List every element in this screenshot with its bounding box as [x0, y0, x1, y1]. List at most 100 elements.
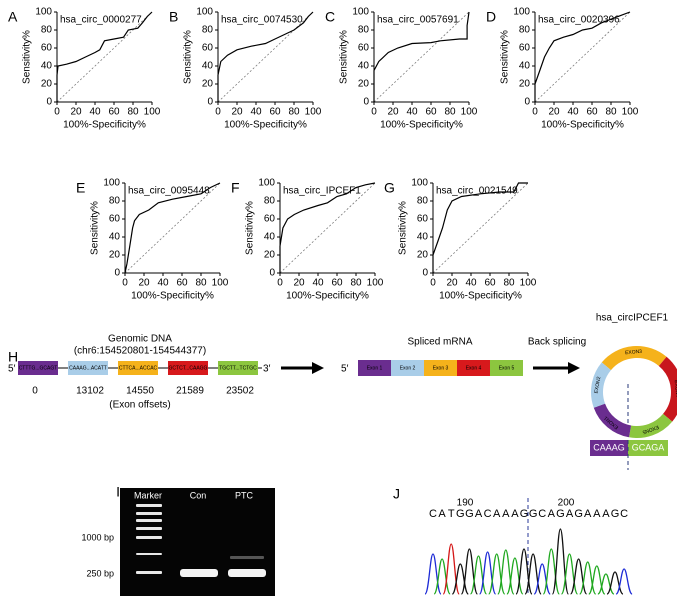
- chart-title: hsa_circ_0000277: [60, 15, 142, 26]
- y-tick-label: 100: [411, 178, 428, 189]
- x-tick-label: 60: [425, 107, 437, 118]
- x-tick-label: 40: [406, 107, 418, 118]
- trace-peak: [460, 548, 479, 595]
- trace-peak: [533, 563, 551, 595]
- band: [180, 569, 218, 577]
- y-axis-label: Sensitivity%: [22, 30, 33, 84]
- arrow-head: [568, 362, 580, 374]
- y-tick-label: 60: [202, 43, 214, 54]
- x-tick-label: 40: [157, 278, 169, 289]
- roc-curve: [534, 11, 631, 102]
- panel-label: B: [169, 9, 178, 25]
- trace-peak: [615, 568, 633, 595]
- junction-seq: GCAGA: [632, 442, 665, 452]
- base: C: [429, 508, 437, 520]
- y-tick-label: 20: [41, 79, 53, 90]
- ring-label: EXON5: [641, 424, 659, 436]
- x-tick-label: 20: [138, 278, 150, 289]
- base: A: [584, 508, 592, 520]
- x-tick-label: 80: [503, 278, 515, 289]
- diagonal: [534, 11, 631, 103]
- x-tick-label: 80: [288, 107, 300, 118]
- mrna-exon: [424, 360, 457, 376]
- lane-label: Con: [190, 490, 207, 500]
- size-label: 1000 bp: [81, 532, 114, 542]
- x-tick-label: 0: [371, 107, 377, 118]
- diagonal: [56, 11, 153, 103]
- trace-peak: [515, 548, 533, 595]
- y-tick-label: 80: [519, 25, 531, 36]
- trace-peak: [451, 563, 469, 595]
- y-axis-label: Sensitivity%: [245, 201, 256, 255]
- y-tick-label: 100: [258, 178, 275, 189]
- y-axis-label: Sensitivity%: [90, 201, 101, 255]
- position-label: 200: [558, 498, 575, 509]
- trace-peak: [588, 565, 606, 595]
- trace-peak: [424, 553, 442, 595]
- y-tick-label: 40: [358, 61, 370, 72]
- trace-peak: [497, 549, 515, 595]
- chart-title: hsa_circ_0095448: [128, 186, 210, 197]
- base: A: [566, 508, 574, 520]
- exon: [168, 361, 208, 375]
- y-axis-label: Sensitivity%: [398, 201, 409, 255]
- x-tick-label: 0: [430, 278, 436, 289]
- arrow-head: [312, 362, 324, 374]
- y-tick-label: 40: [202, 61, 214, 72]
- base: G: [574, 508, 583, 520]
- x-axis-label: 100%-Specificity%: [439, 291, 522, 302]
- ring-label: EXON3: [625, 349, 643, 356]
- mrna-exon-label: Exon 3: [433, 365, 449, 371]
- x-tick-label: 80: [444, 107, 456, 118]
- offset: 0: [32, 386, 38, 397]
- x-tick-label: 20: [293, 278, 305, 289]
- base: G: [465, 508, 474, 520]
- x-tick-label: 100: [305, 107, 322, 118]
- panel-label: H: [8, 349, 18, 365]
- y-tick-label: 40: [41, 61, 53, 72]
- y-tick-label: 60: [358, 43, 370, 54]
- x-tick-label: 100: [144, 107, 161, 118]
- y-tick-label: 20: [109, 250, 121, 261]
- trace-peak: [606, 571, 624, 595]
- y-tick-label: 40: [109, 232, 121, 243]
- base: A: [475, 508, 483, 520]
- panel-label: E: [76, 180, 85, 196]
- trace-peak: [524, 553, 542, 595]
- x-axis-label: 100%-Specificity%: [63, 120, 146, 131]
- x-tick-label: 20: [231, 107, 243, 118]
- mrna-exon-label: Exon 1: [367, 365, 383, 371]
- base: G: [520, 508, 529, 520]
- x-tick-label: 100: [520, 278, 537, 289]
- y-tick-label: 100: [35, 7, 52, 18]
- x-tick-label: 0: [532, 107, 538, 118]
- x-axis-label: 100%-Specificity%: [541, 120, 624, 131]
- mrna-exon-label: Exon 4: [466, 365, 482, 371]
- lane-label: Marker: [134, 490, 162, 500]
- y-tick-label: 0: [422, 268, 428, 279]
- five-prime: 5′: [8, 364, 16, 375]
- diagonal: [432, 182, 529, 274]
- trace-peak: [469, 555, 488, 595]
- y-tick-label: 40: [417, 232, 429, 243]
- x-tick-label: 0: [122, 278, 128, 289]
- trace-peak: [478, 551, 497, 595]
- x-tick-label: 100: [461, 107, 478, 118]
- trace-peak: [551, 528, 570, 595]
- diagonal: [279, 182, 376, 274]
- roc-curve: [279, 182, 376, 273]
- junction-left: [590, 440, 628, 456]
- y-tick-label: 100: [196, 7, 213, 18]
- exon-seq: TGCTT...TCTGC: [219, 365, 257, 371]
- ring-segment: [593, 403, 632, 438]
- x-tick-label: 0: [54, 107, 60, 118]
- chart-title: hsa_circ_0074530: [221, 15, 303, 26]
- exon: [18, 361, 58, 375]
- y-tick-label: 60: [519, 43, 531, 54]
- base: C: [538, 508, 546, 520]
- exon: [118, 361, 158, 375]
- x-tick-label: 20: [446, 278, 458, 289]
- x-tick-label: 80: [127, 107, 139, 118]
